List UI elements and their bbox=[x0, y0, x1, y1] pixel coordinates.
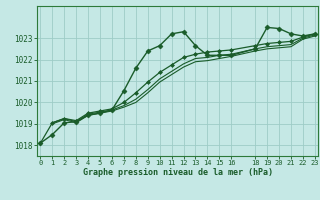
X-axis label: Graphe pression niveau de la mer (hPa): Graphe pression niveau de la mer (hPa) bbox=[83, 168, 273, 177]
